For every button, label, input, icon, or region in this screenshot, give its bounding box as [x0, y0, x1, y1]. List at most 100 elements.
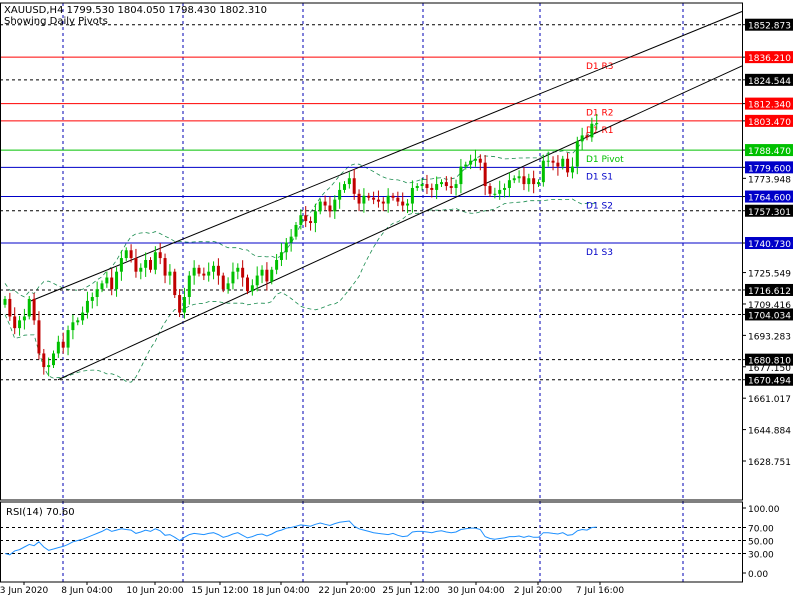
- price-tag-5: [745, 144, 793, 157]
- candle-body-118: [575, 141, 579, 167]
- y-tick-label-19: 1661.017: [748, 395, 791, 405]
- price-tag-text-10: 1740.730: [748, 240, 791, 250]
- candle-body-57: [279, 252, 283, 261]
- y-tick-label-13: 1709.416: [748, 301, 791, 311]
- candle-body-102: [498, 189, 502, 194]
- trend-channel: [30, 11, 743, 381]
- candle-body-41: [202, 273, 206, 276]
- pivot-label-6: D1 S3: [586, 248, 613, 258]
- candle-body-71: [347, 178, 351, 185]
- candle-body-9: [47, 365, 51, 368]
- candle-body-65: [318, 201, 322, 212]
- candle-body-70: [343, 184, 346, 190]
- candle-body-122: [595, 123, 599, 125]
- candle-body-33: [163, 258, 167, 276]
- candle-body-73: [357, 193, 361, 204]
- candle-body-42: [207, 271, 211, 276]
- candle-body-79: [386, 195, 390, 204]
- candle-body-76: [372, 197, 376, 200]
- candle-body-120: [585, 135, 589, 138]
- candle-body-95: [464, 164, 468, 167]
- y-tick-label-20: 1644.884: [748, 427, 791, 437]
- candle-body-67: [328, 205, 332, 212]
- candle-body-90: [440, 182, 443, 185]
- price-tag-2: [745, 73, 793, 86]
- dashed-levels: [0, 24, 742, 381]
- candle-body-116: [566, 158, 570, 173]
- pivot-note: Showing Daily Pivots: [4, 16, 108, 27]
- price-tag-text-14: 1704.034: [748, 311, 791, 321]
- rsi-tick-label-2: 50.00: [748, 538, 774, 548]
- x-tick-label-7: 30 Jun 04:00: [447, 586, 504, 596]
- candle-body-98: [478, 158, 482, 163]
- candle-body-55: [270, 269, 274, 282]
- candle-body-61: [299, 215, 303, 225]
- candle-body-85: [415, 186, 419, 188]
- pivot-label-3: D1 Pivot: [586, 155, 624, 165]
- price-tag-text-8: 1764.600: [748, 194, 791, 204]
- candle-body-101: [493, 193, 497, 195]
- candle-body-105: [512, 178, 516, 181]
- pivot-label-1: D1 R2: [586, 109, 614, 119]
- candle-body-6: [32, 298, 36, 321]
- candle-body-12: [61, 341, 65, 348]
- candle-body-103: [503, 187, 507, 190]
- candle-body-93: [454, 184, 458, 188]
- candle-body-121: [590, 123, 594, 138]
- candle-body-78: [381, 201, 385, 204]
- candle-body-83: [406, 203, 410, 206]
- candle-body-10: [52, 353, 55, 366]
- candle-body-117: [570, 166, 574, 173]
- candle-body-53: [260, 269, 264, 276]
- channel-lower-line: [57, 65, 743, 381]
- candle-body-109: [532, 178, 536, 185]
- candle-body-43: [212, 265, 216, 272]
- candle-body-18: [90, 296, 94, 301]
- x-tick-label-5: 22 Jun 20:00: [318, 586, 375, 596]
- candles: [3, 113, 599, 377]
- candle-body-15: [76, 320, 80, 323]
- y-tick-label-21: 1628.751: [748, 458, 791, 468]
- candle-body-1: [8, 298, 12, 317]
- price-tag-text-1: 1836.210: [748, 54, 791, 64]
- candle-body-28: [139, 267, 143, 272]
- candle-body-99: [483, 162, 487, 187]
- candle-body-3: [18, 320, 22, 329]
- candle-body-113: [551, 160, 555, 163]
- bollinger-bands: [4, 122, 598, 383]
- pivot-label-4: D1 S1: [586, 172, 613, 182]
- rsi-line: [4, 520, 597, 556]
- price-tag-text-9: 1757.301: [748, 208, 791, 218]
- x-tick-label-8: 2 Jul 20:00: [514, 586, 563, 596]
- candle-body-106: [517, 176, 521, 179]
- candle-body-97: [473, 158, 477, 161]
- candle-body-39: [192, 267, 196, 276]
- candle-body-24: [119, 258, 123, 272]
- candle-body-16: [81, 312, 85, 321]
- candle-body-60: [294, 224, 298, 237]
- candle-body-68: [333, 199, 337, 212]
- candle-body-96: [469, 160, 473, 165]
- candle-body-5: [27, 298, 31, 317]
- candle-body-86: [420, 184, 424, 187]
- candle-body-115: [561, 158, 565, 167]
- candle-body-52: [255, 275, 259, 286]
- candle-body-66: [323, 201, 327, 206]
- candle-body-48: [236, 267, 240, 272]
- candle-body-45: [221, 275, 225, 290]
- price-tag-text-3: 1812.340: [748, 101, 791, 111]
- candle-body-62: [304, 215, 308, 222]
- price-tag-3: [745, 97, 793, 110]
- candle-body-8: [42, 353, 46, 368]
- price-tag-text-18: 1670.494: [748, 377, 791, 387]
- candle-body-30: [149, 260, 152, 270]
- price-tag-text-6: 1779.600: [748, 164, 791, 174]
- candle-body-84: [410, 187, 414, 204]
- candle-body-72: [352, 178, 356, 194]
- candle-body-75: [367, 195, 371, 198]
- price-tag-4: [745, 114, 793, 127]
- candle-body-64: [313, 211, 317, 224]
- candle-body-111: [541, 160, 545, 183]
- x-tick-label-9: 7 Jul 16:00: [576, 586, 625, 596]
